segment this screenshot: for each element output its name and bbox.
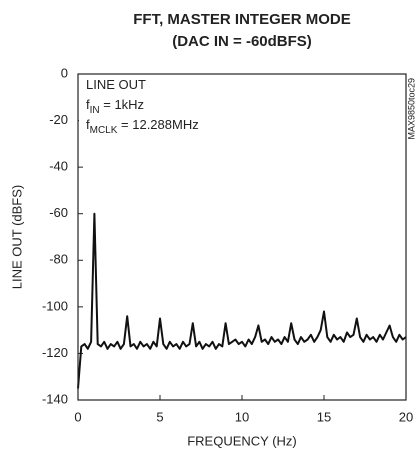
y-tick-label: -40 (49, 159, 68, 174)
annotation-part: f (86, 97, 90, 112)
annotation-part: = 12.288MHz (117, 117, 198, 132)
y-tick-label: -140 (42, 391, 68, 406)
x-tick-label: 15 (317, 409, 331, 424)
y-tick-label: -120 (42, 345, 68, 360)
x-tick-label: 5 (156, 409, 163, 424)
annotation: fIN = 1kHz (86, 97, 144, 115)
y-tick-label: 0 (61, 65, 68, 80)
plot-frame (77, 73, 407, 401)
annotation: LINE OUT (86, 77, 146, 92)
annotation-part: f (86, 117, 90, 132)
annotation-part: MCLK (90, 125, 118, 136)
annotation-part: LINE OUT (86, 77, 146, 92)
y-tick-label: -100 (42, 298, 68, 313)
fft-line (77, 212, 407, 389)
annotation: fMCLK = 12.288MHz (86, 117, 199, 135)
y-tick-label: -60 (49, 205, 68, 220)
annotation-part: = 1kHz (100, 97, 144, 112)
annotation-part: IN (90, 105, 100, 116)
chart-title: FFT, MASTER INTEGER MODE (133, 11, 351, 28)
side-label: MAX9850toc29 (406, 78, 416, 140)
y-tick-label: -20 (49, 112, 68, 127)
x-tick-label: 0 (74, 409, 81, 424)
y-tick-label: -80 (49, 252, 68, 267)
chart-title: (DAC IN = -60dBFS) (172, 33, 312, 50)
annotation-box (79, 75, 219, 141)
x-tick-label: 10 (235, 409, 249, 424)
y-axis-label: LINE OUT (dBFS) (9, 185, 24, 290)
x-tick-label: 20 (399, 409, 413, 424)
x-axis-label: FREQUENCY (Hz) (187, 433, 297, 448)
